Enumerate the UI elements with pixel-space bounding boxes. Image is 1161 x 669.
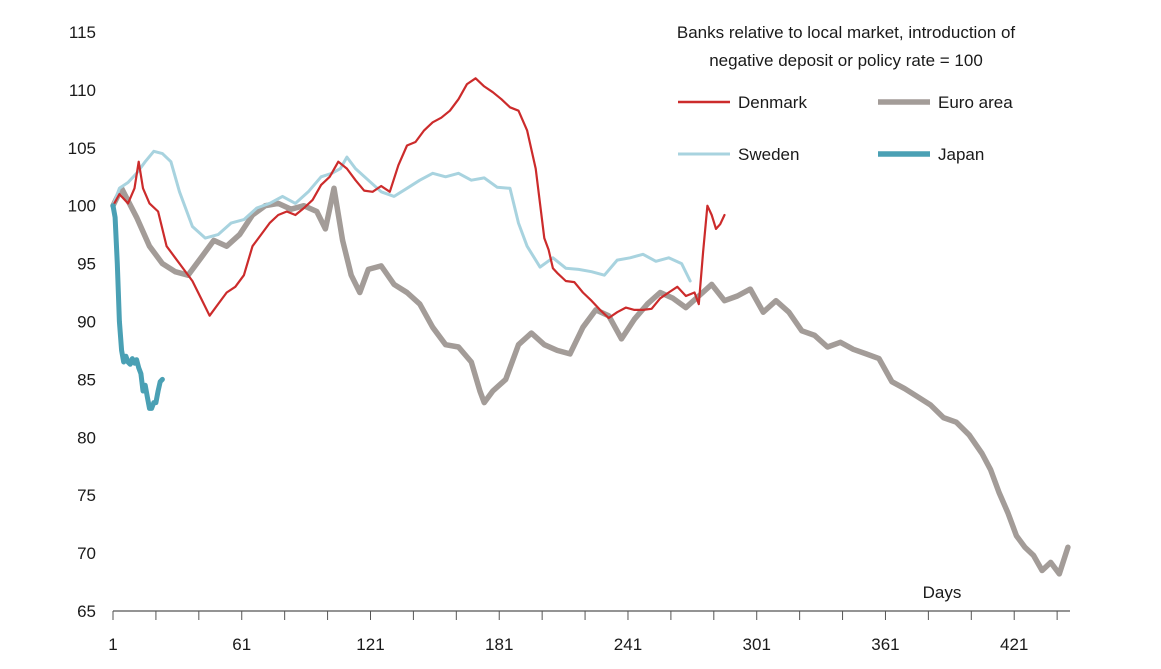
x-tick-label: 61	[232, 635, 251, 654]
y-tick-label: 115	[69, 23, 96, 42]
x-axis-label: Days	[923, 583, 962, 602]
series-line-euro-area	[110, 185, 1071, 577]
y-tick-label: 100	[68, 197, 96, 216]
y-axis: 65 70 75 80 85 90 95 100 105 110 115	[68, 23, 96, 621]
y-tick-label: 105	[68, 139, 96, 158]
y-tick-label: 95	[77, 255, 96, 274]
x-tick-label: 421	[1000, 635, 1028, 654]
y-tick-label: 80	[77, 428, 96, 447]
y-tick-label: 75	[77, 486, 96, 505]
x-tick-label: 181	[485, 635, 513, 654]
series-line-denmark	[111, 77, 726, 320]
x-tick-label: 1	[108, 635, 117, 654]
legend-label-denmark: Denmark	[738, 93, 807, 112]
x-axis: 1 61 121 181 241 301 361 421	[108, 610, 1070, 654]
series-line-sweden	[111, 149, 692, 283]
y-tick-label: 90	[77, 313, 96, 332]
x-tick-label: 121	[356, 635, 384, 654]
y-tick-label: 110	[69, 81, 96, 100]
chart-title-line-2: negative deposit or policy rate = 100	[709, 51, 983, 70]
x-tick-label: 241	[614, 635, 642, 654]
legend-label-sweden: Sweden	[738, 145, 799, 164]
y-tick-label: 70	[77, 544, 96, 563]
series-line-japan	[110, 203, 165, 411]
x-tick-label: 361	[871, 635, 899, 654]
legend: Denmark Euro area Sweden Japan	[678, 93, 1013, 164]
legend-label-euro-area: Euro area	[938, 93, 1013, 112]
y-tick-label: 65	[77, 602, 96, 621]
legend-label-japan: Japan	[938, 145, 984, 164]
chart-title-line-1: Banks relative to local market, introduc…	[677, 23, 1016, 42]
series-group	[110, 77, 1071, 577]
x-tick-label: 301	[743, 635, 771, 654]
y-tick-label: 85	[77, 370, 96, 389]
